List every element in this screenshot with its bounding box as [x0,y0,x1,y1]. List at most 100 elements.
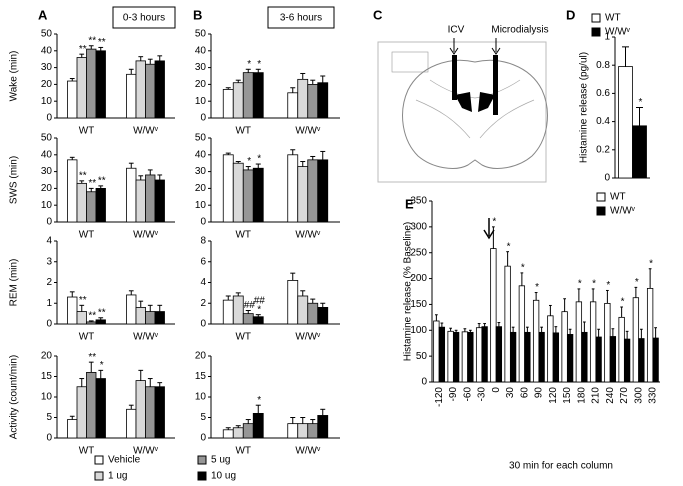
y-tick-label: 10 [195,96,207,107]
bar [95,319,106,325]
injection-arrow [483,218,495,240]
y-tick-label: 5 [200,412,206,423]
annotation: * [257,304,261,315]
x-tick-label: 300 [633,387,644,404]
x-tick-label: WT [79,230,95,241]
annotation: * [592,279,596,290]
x-tick-label: WT [235,446,251,457]
bar [566,334,574,383]
y-tick-label: 10 [41,392,53,403]
annotation: * [521,263,525,274]
bar [154,311,165,325]
y-tick-label: 0 [46,319,52,330]
y-tick-label: 20 [41,79,53,90]
bar [126,167,137,223]
x-tick-label: WT [79,126,95,137]
legend-label: 5 ug [211,455,230,466]
x-tick-label: WT [235,126,251,137]
x-tick-label: W/Wᵛ [295,332,321,343]
legend-label: Vehicle [108,455,141,466]
x-tick-label: WT [235,332,251,343]
x-tick-label: 270 [619,387,630,404]
brain-diagram: ICV Microdialysis [377,25,549,183]
annotation: * [257,59,261,70]
annotation: * [247,156,251,167]
y-axis-label: Activity (count/min) [9,355,20,439]
x-tick-label: W/Wᵛ [295,126,321,137]
bar [461,331,469,383]
bar [504,265,511,383]
bar [524,331,531,383]
y-tick-label: 0 [200,319,206,330]
y-tick-label: 50 [195,133,207,144]
bar [495,326,503,383]
bar [447,330,454,383]
panel-letter: D [566,7,575,22]
bar [86,321,97,325]
y-tick-label: 150 [410,299,427,310]
y-tick-label: 20 [195,351,207,362]
annotation: * [639,97,643,108]
x-tick-label: -30 [477,387,488,402]
bar [307,302,319,325]
legend-label: 1 ug [108,471,127,482]
bar [252,167,264,223]
arrow-head [491,47,501,55]
header: 0-3 hours [123,13,165,24]
annotation: * [621,297,625,308]
y-axis-label: Histamine release (% Baseline) [403,222,414,362]
bar [135,60,146,119]
y-tick-label: 250 [410,247,427,258]
inset [391,51,429,73]
y-tick-label: 10 [41,96,53,107]
x-tick-label: -60 [462,387,473,402]
y-tick-label: 10 [41,200,53,211]
bar [67,159,78,223]
y-tick-label: 15 [195,371,207,382]
bar [575,301,583,383]
y-tick-label: 0 [46,113,52,124]
bar [307,84,319,119]
bar [638,338,645,383]
annotation: ## [244,300,256,311]
bar [307,423,319,439]
bar [652,337,659,383]
y-tick-label: 10 [195,392,207,403]
y-tick-label: 20 [41,183,53,194]
y-tick-label: 2 [46,277,52,288]
annotation: ** [79,44,87,55]
bar [95,378,106,439]
annotation: ** [79,170,87,181]
bar [222,89,234,119]
bar [86,191,97,223]
y-axis-label: SWS (min) [9,156,20,204]
x-tick-label: WT [79,446,95,457]
bar [242,72,254,119]
y-tick-label: 10 [195,200,207,211]
y-tick-label: 0 [200,217,206,228]
y-tick-label: 300 [410,221,427,232]
arrow-head [483,229,495,240]
bar [145,311,156,325]
bar [242,169,254,223]
x-axis-label: 30 min for each column [509,461,613,472]
x-tick-label: W/Wᵛ [133,126,159,137]
bar [297,423,309,439]
probe [452,55,457,100]
bar [547,315,554,383]
bar [252,412,264,439]
y-tick-label: 1 [604,32,610,43]
bar [307,159,319,223]
bar [552,332,560,383]
y-axis-label: Histamine release (pg/ul) [579,52,590,163]
bar [287,423,299,439]
bar [145,174,156,223]
annotation: * [100,360,104,371]
y-tick-label: 50 [41,29,53,40]
bar [67,296,78,325]
y-tick-label: 8 [200,236,206,247]
x-tick-label: 180 [576,387,587,404]
bar [232,162,244,223]
y-tick-label: 40 [41,149,53,160]
